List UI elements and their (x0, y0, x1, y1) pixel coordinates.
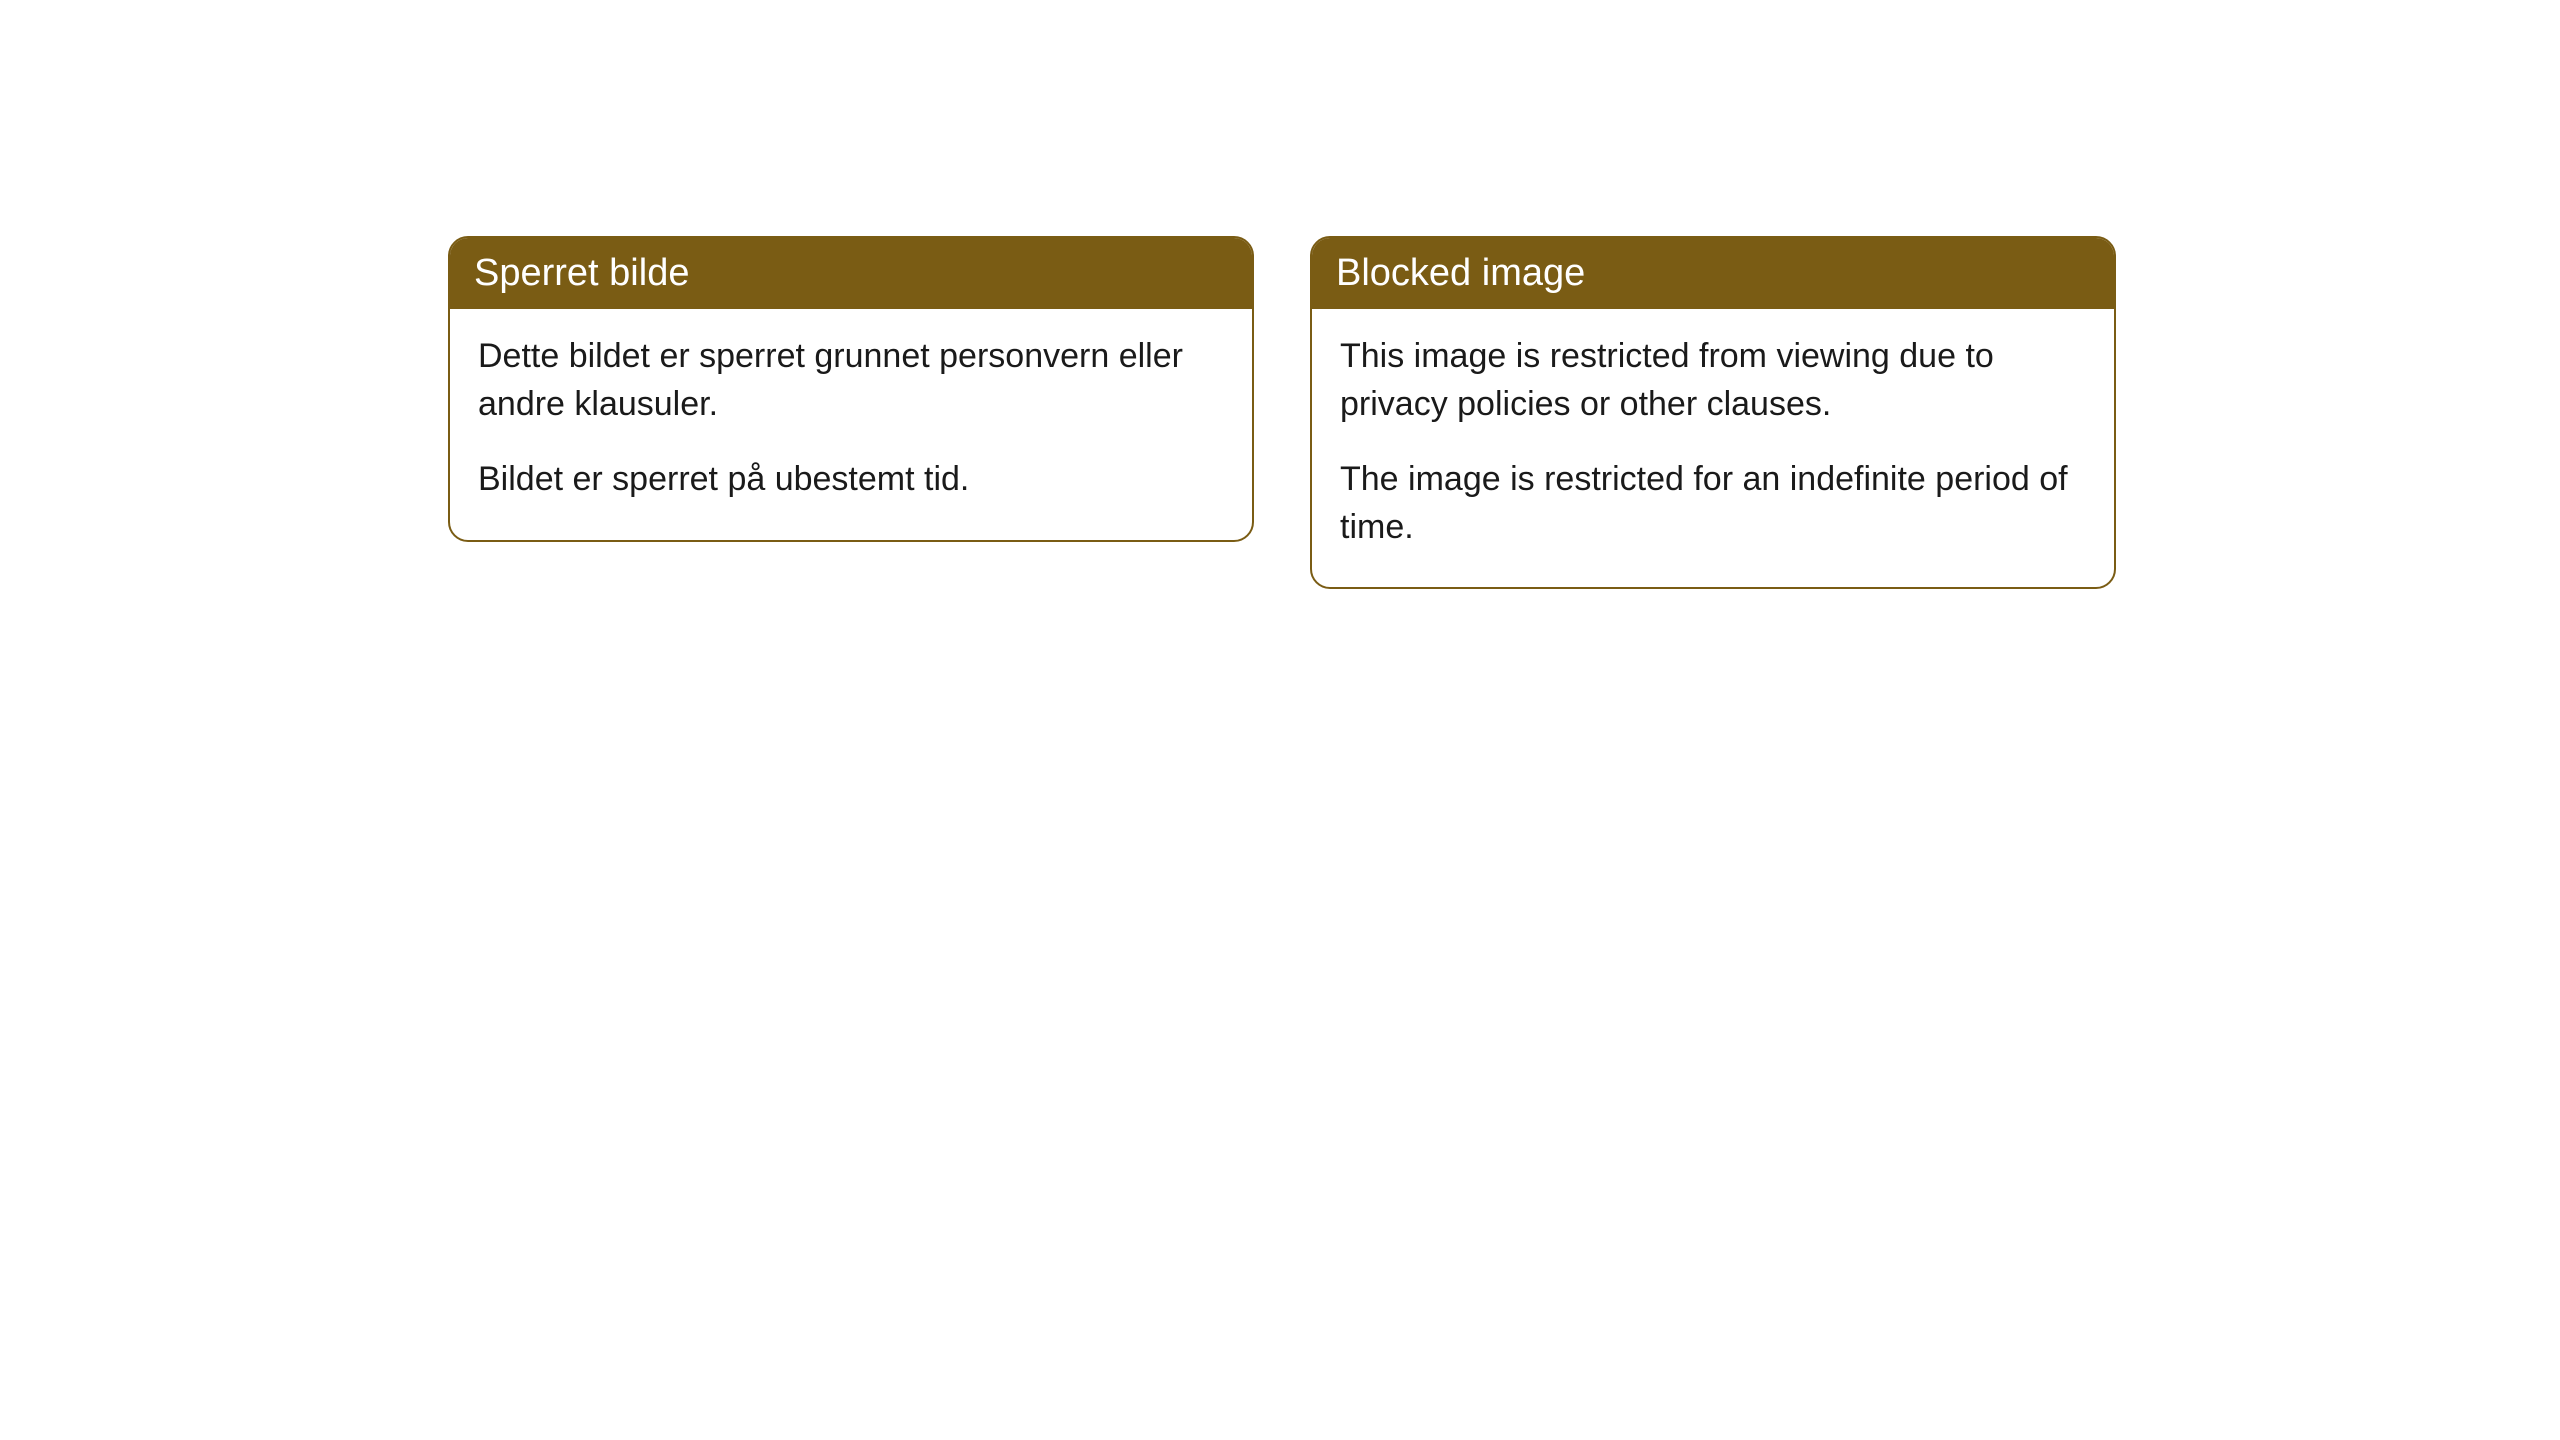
card-paragraph: The image is restricted for an indefinit… (1340, 456, 2086, 551)
card-paragraph: Dette bildet er sperret grunnet personve… (478, 333, 1224, 428)
blocked-image-card-en: Blocked image This image is restricted f… (1310, 236, 2116, 589)
card-header: Blocked image (1312, 238, 2114, 309)
card-body: This image is restricted from viewing du… (1312, 309, 2114, 587)
card-title: Blocked image (1336, 252, 1585, 294)
card-header: Sperret bilde (450, 238, 1252, 309)
card-paragraph: This image is restricted from viewing du… (1340, 333, 2086, 428)
card-paragraph: Bildet er sperret på ubestemt tid. (478, 456, 1224, 504)
blocked-image-card-no: Sperret bilde Dette bildet er sperret gr… (448, 236, 1254, 542)
card-body: Dette bildet er sperret grunnet personve… (450, 309, 1252, 540)
card-title: Sperret bilde (474, 252, 689, 294)
